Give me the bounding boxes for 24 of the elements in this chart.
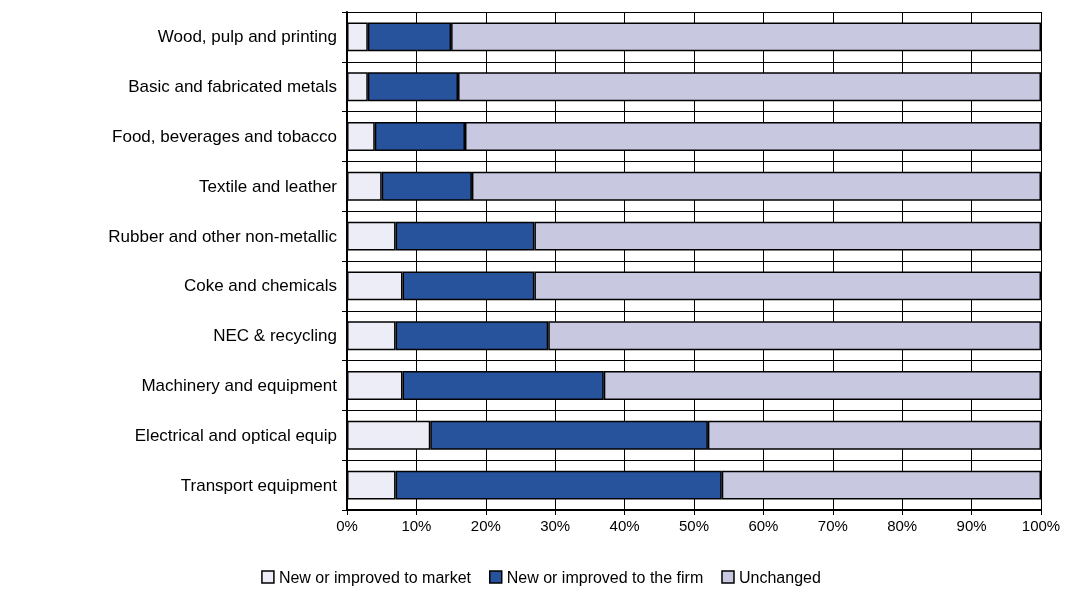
y-tick-label: Electrical and optical equip: [134, 425, 337, 445]
y-tick-label: Basic and fabricated metals: [128, 77, 337, 97]
legend-label: New or improved to the firm: [506, 568, 704, 586]
y-tick-label: Food, beverages and tobacco: [112, 127, 337, 146]
x-tick-label: 100%: [1021, 517, 1061, 534]
x-tick-label: 10%: [401, 517, 432, 534]
x-tick-label: 70%: [817, 517, 848, 534]
y-tick-label: NEC & recycling: [213, 326, 337, 346]
y-tick-label: Machinery and equipment: [141, 376, 338, 395]
y-tick-label: Coke and chemicals: [183, 276, 337, 296]
y-tick-label: Transport equipment: [180, 475, 338, 495]
x-tick-label: 0%: [336, 517, 358, 534]
y-tick-label: Wood, pulp and printing: [157, 27, 337, 47]
y-tick-label: Textile and leather: [199, 176, 338, 196]
x-tick-label: 80%: [887, 517, 918, 534]
y-tick-label: Rubber and other non-metallic: [108, 226, 338, 246]
x-tick-label: 40%: [609, 517, 640, 534]
x-tick-label: 60%: [748, 517, 779, 534]
legend-label: New or improved to market: [278, 568, 472, 586]
x-tick-label: 30%: [540, 517, 571, 534]
x-tick-label: 50%: [678, 517, 710, 534]
x-tick-label: 20%: [470, 517, 501, 534]
legend-label: Unchanged: [738, 568, 821, 586]
x-tick-label: 90%: [956, 517, 987, 534]
